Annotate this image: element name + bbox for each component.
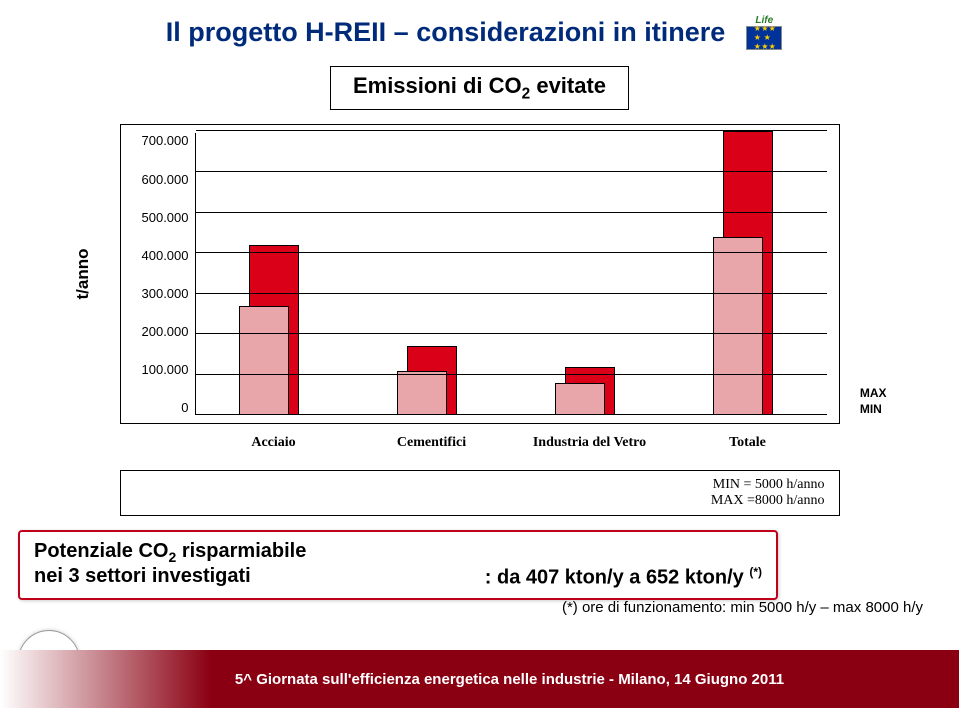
bar-min: [397, 371, 447, 416]
bar-min: [713, 237, 763, 416]
subtitle-box: Emissioni di CO2 evitate: [330, 66, 629, 110]
subtitle-text: Emissioni di CO2 evitate: [353, 73, 606, 103]
footer-text: 5^ Giornata sull'efficienza energetica n…: [175, 671, 784, 688]
chart-xaxis: AcciaioCementificiIndustria del VetroTot…: [195, 435, 827, 451]
ytick: 500.000: [142, 210, 189, 225]
chart-xlabel: Cementifici: [353, 435, 511, 451]
ytick: 700.000: [142, 133, 189, 148]
ytick: 200.000: [142, 324, 189, 339]
chart-yaxis: 700.000 600.000 500.000 400.000 300.000 …: [133, 133, 195, 415]
ytick: 100.000: [142, 362, 189, 377]
footer-bar: 5^ Giornata sull'efficienza energetica n…: [0, 650, 959, 708]
chart-xlabel: Industria del Vetro: [511, 435, 669, 451]
minmax-note-line1: MIN = 5000 h/anno: [135, 477, 825, 493]
emissions-chart: t/anno 700.000 600.000 500.000 400.000 3…: [120, 124, 840, 424]
operating-hours-note: (*) ore di funzionamento: min 5000 h/y –…: [562, 599, 923, 616]
life-logo: Life ★ ★ ★★ ★★ ★ ★: [735, 12, 793, 52]
bar-min: [555, 383, 605, 415]
potential-co2-box: Potenziale CO2 risparmiabile nei 3 setto…: [18, 530, 778, 600]
minmax-note-box: MIN = 5000 h/anno MAX =8000 h/anno: [120, 470, 840, 516]
chart-xlabel: Totale: [669, 435, 827, 451]
bar-min: [239, 306, 289, 416]
ytick: 400.000: [142, 248, 189, 263]
minmax-note-line2: MAX =8000 h/anno: [135, 493, 825, 509]
chart-plot-area: [195, 133, 827, 415]
ytick: 300.000: [142, 286, 189, 301]
legend-max: MAX: [860, 386, 887, 402]
eu-flag-icon: ★ ★ ★★ ★★ ★ ★: [746, 26, 782, 50]
potential-line2-right: : da 407 kton/y a 652 kton/y (*): [485, 565, 762, 590]
chart-ylabel: t/anno: [73, 249, 93, 300]
chart-legend: MAX MIN: [860, 386, 887, 417]
subtitle-container: Emissioni di CO2 evitate: [0, 60, 959, 124]
potential-line1: Potenziale CO2 risparmiabile: [34, 540, 762, 565]
chart-xlabel: Acciaio: [195, 435, 353, 451]
potential-line2-left: nei 3 settori investigati: [34, 565, 251, 590]
legend-min: MIN: [860, 402, 887, 418]
eu-stars-icon: ★ ★ ★★ ★★ ★ ★: [754, 24, 775, 51]
page-title: Il progetto H-REII – considerazioni in i…: [166, 17, 726, 48]
ytick: 600.000: [142, 172, 189, 187]
ytick: 0: [181, 400, 188, 415]
header: Il progetto H-REII – considerazioni in i…: [0, 0, 959, 60]
